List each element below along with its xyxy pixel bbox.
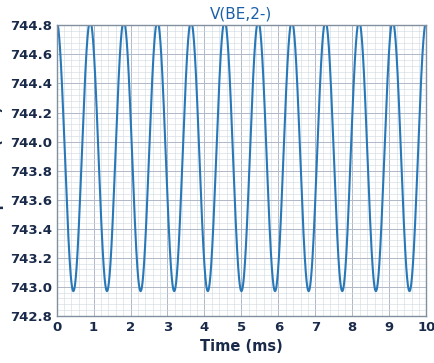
Title: V(BE,2-): V(BE,2-): [210, 7, 272, 21]
X-axis label: Time (ms): Time (ms): [200, 339, 282, 354]
Y-axis label: Amplitude (mV): Amplitude (mV): [0, 106, 4, 236]
